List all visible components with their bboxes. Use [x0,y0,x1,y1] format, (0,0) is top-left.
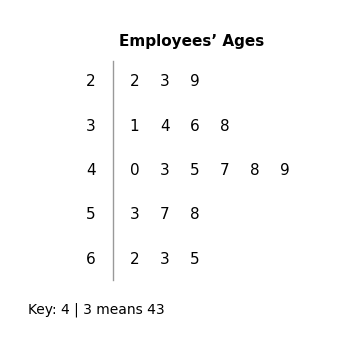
Text: Key: 4 | 3 means 43: Key: 4 | 3 means 43 [28,302,165,317]
Text: 2: 2 [130,252,139,267]
Text: 9: 9 [190,74,200,89]
Text: 7: 7 [160,207,170,222]
Text: 7: 7 [220,163,230,178]
Text: 3: 3 [130,207,139,222]
Text: 4: 4 [86,163,96,178]
Text: 5: 5 [86,207,96,222]
Text: Employees’ Ages: Employees’ Ages [119,34,264,49]
Text: 5: 5 [190,252,200,267]
Text: 6: 6 [86,252,96,267]
Text: 3: 3 [86,119,96,134]
Text: 8: 8 [250,163,260,178]
Text: 3: 3 [160,74,170,89]
Text: 2: 2 [86,74,96,89]
Text: 4: 4 [160,119,170,134]
Text: 2: 2 [130,74,139,89]
Text: 8: 8 [190,207,200,222]
Text: 8: 8 [220,119,230,134]
Text: 9: 9 [280,163,290,178]
Text: 5: 5 [190,163,200,178]
Text: 1: 1 [130,119,139,134]
Text: 3: 3 [160,163,170,178]
Text: 6: 6 [190,119,200,134]
Text: 0: 0 [130,163,139,178]
Text: 3: 3 [160,252,170,267]
